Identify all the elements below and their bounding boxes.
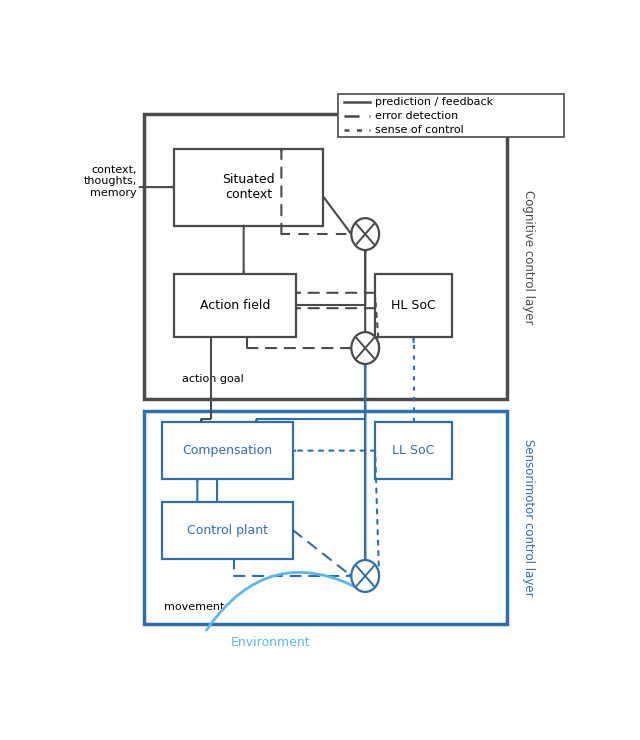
Text: action goal: action goal (182, 374, 243, 384)
Circle shape (351, 332, 379, 364)
FancyBboxPatch shape (375, 422, 452, 479)
FancyBboxPatch shape (162, 422, 293, 479)
FancyBboxPatch shape (145, 411, 507, 625)
Text: Control plant: Control plant (187, 524, 268, 537)
Text: Action field: Action field (200, 299, 270, 312)
Text: context,
thoughts,
memory: context, thoughts, memory (84, 165, 137, 198)
Text: movement: movement (164, 602, 225, 612)
Text: Cognitive control layer: Cognitive control layer (522, 189, 536, 324)
Text: LL SoC: LL SoC (392, 444, 435, 457)
Text: error detection: error detection (375, 111, 458, 121)
Text: HL SoC: HL SoC (391, 299, 436, 312)
Text: sense of control: sense of control (375, 125, 464, 135)
Circle shape (351, 560, 379, 592)
Text: Compensation: Compensation (182, 444, 273, 457)
FancyBboxPatch shape (338, 95, 564, 137)
FancyBboxPatch shape (162, 502, 293, 559)
Circle shape (351, 218, 379, 250)
Text: Situated
context: Situated context (222, 173, 275, 201)
FancyBboxPatch shape (375, 274, 452, 337)
Text: Environment: Environment (231, 636, 311, 649)
Text: prediction / feedback: prediction / feedback (375, 97, 493, 107)
Text: Sensorimotor control layer: Sensorimotor control layer (522, 439, 536, 596)
FancyBboxPatch shape (174, 149, 323, 226)
FancyBboxPatch shape (145, 115, 507, 400)
FancyBboxPatch shape (174, 274, 296, 337)
